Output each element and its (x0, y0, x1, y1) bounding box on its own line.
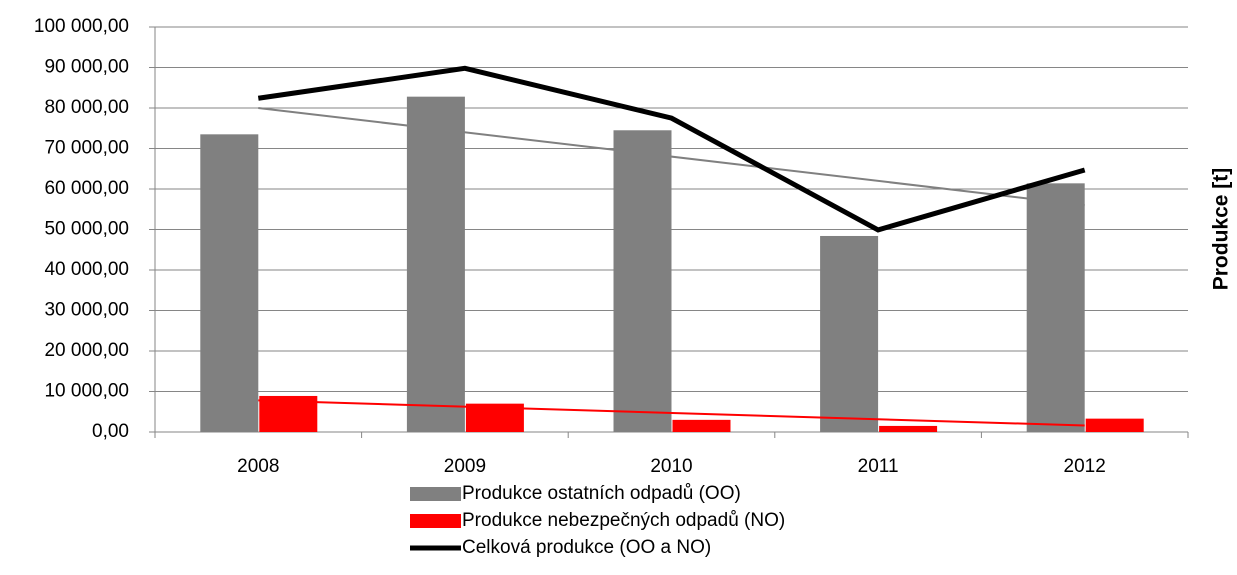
line-series (257, 65, 1086, 233)
y-tick-label: 40 000,00 (44, 259, 129, 280)
legend-label: Produkce ostatních odpadů (OO) (462, 483, 741, 504)
x-tick-label: 2010 (650, 456, 692, 477)
y-axis-title: Produkce [t] (1210, 168, 1233, 291)
y-tick-label: 20 000,00 (44, 340, 129, 361)
x-tick-label: 2011 (858, 456, 899, 477)
legend-label: Produkce nebezpečných odpadů (NO) (462, 510, 785, 531)
bar (672, 419, 731, 432)
y-tick-label: 60 000,00 (44, 178, 129, 199)
bar (879, 425, 938, 432)
y-tick-label: 90 000,00 (44, 57, 129, 78)
legend-label: Celková produkce (OO a NO) (462, 537, 711, 558)
y-tick-label: 10 000,00 (44, 381, 129, 402)
trendline (258, 399, 1085, 427)
bar (1026, 183, 1085, 432)
x-tick-label: 2009 (444, 456, 486, 477)
y-tick-label: 100 000,00 (34, 16, 129, 37)
y-tick-label: 80 000,00 (44, 97, 129, 118)
legend-swatch (410, 514, 461, 528)
y-tick-label: 50 000,00 (44, 219, 129, 240)
legend-swatch (410, 487, 461, 501)
bar (820, 235, 879, 432)
x-tick-label: 2008 (237, 456, 279, 477)
trendline (258, 107, 1085, 207)
bar (613, 130, 672, 432)
y-tick-label: 0,00 (92, 421, 129, 442)
bar (200, 134, 259, 432)
x-tick-label: 2012 (1064, 456, 1106, 477)
bar (1085, 418, 1144, 432)
y-tick-label: 30 000,00 (44, 300, 129, 321)
bar (406, 96, 465, 432)
y-tick-label: 70 000,00 (44, 138, 129, 159)
